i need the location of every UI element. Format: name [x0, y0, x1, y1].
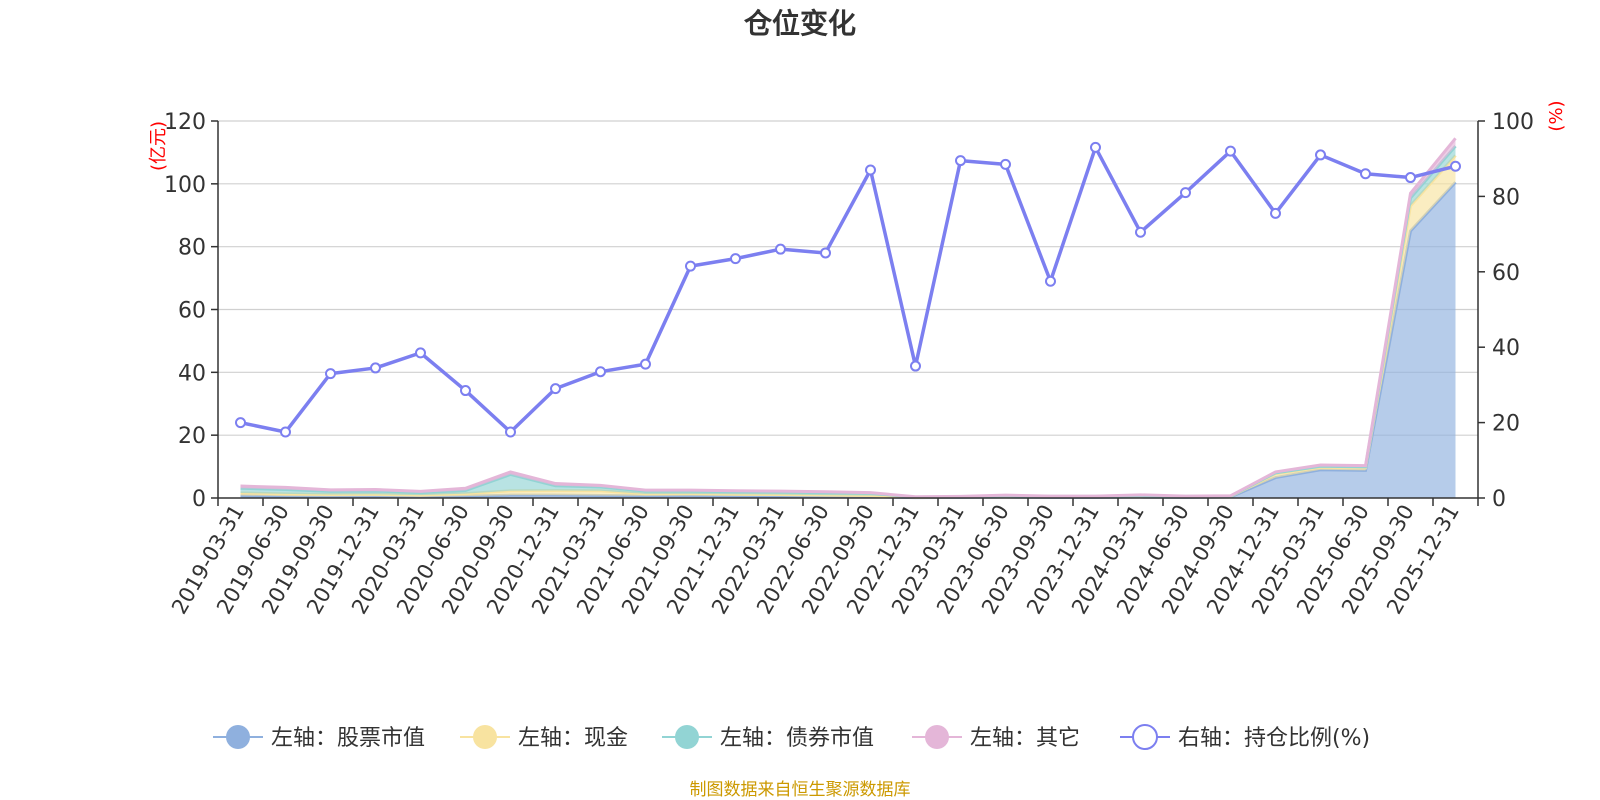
holding-ratio-point[interactable]: [1000, 158, 1011, 170]
area-series-4: [240, 138, 1456, 498]
right-axis-tick-label: 20: [1492, 412, 1520, 437]
data-source-note: 制图数据来自恒生聚源数据库: [690, 780, 911, 800]
holding-ratio-point[interactable]: [370, 362, 381, 374]
holding-ratio-point[interactable]: [1135, 226, 1146, 238]
left-axis-tick-label: 60: [178, 299, 206, 324]
holding-ratio-point[interactable]: [460, 385, 471, 397]
left-axis-tick-label: 100: [164, 173, 206, 198]
area-series-edge-1: [240, 181, 1457, 500]
holding-ratio-point[interactable]: [1405, 172, 1416, 184]
area-series: [240, 137, 1457, 500]
area-series-edge-4: [240, 137, 1457, 499]
right-axis-tick-label: 80: [1492, 185, 1520, 210]
holding-ratio-point[interactable]: [955, 155, 966, 167]
legend[interactable]: 左轴：股票市值 左轴：现金 左轴：债券市值 左轴：其它 右轴：持仓比例(%): [213, 724, 1370, 751]
holding-ratio-point[interactable]: [550, 383, 561, 395]
area-series-2: [240, 155, 1456, 498]
left-axis-tick-label: 40: [178, 361, 206, 386]
area-series-edge-2: [240, 154, 1457, 499]
right-axis-unit: (%): [1546, 100, 1567, 131]
holding-ratio-point[interactable]: [820, 247, 831, 259]
holding-ratio-point[interactable]: [280, 426, 291, 438]
legend-marker-icon: [675, 725, 699, 749]
holding-ratio-point[interactable]: [595, 366, 606, 378]
line-series: [235, 141, 1461, 438]
holding-ratio-point[interactable]: [1180, 187, 1191, 199]
holding-ratio-point[interactable]: [1360, 168, 1371, 180]
holding-ratio-point[interactable]: [1045, 275, 1056, 287]
holding-ratio-point[interactable]: [1225, 145, 1236, 157]
legend-item[interactable]: 左轴：其它: [912, 725, 1080, 751]
holding-ratio-point[interactable]: [1450, 160, 1461, 172]
left-axis-tick-label: 120: [164, 110, 206, 135]
legend-marker-icon: [226, 725, 250, 749]
area-series-3: [240, 146, 1456, 498]
right-axis-tick-label: 60: [1492, 261, 1520, 286]
legend-label: 左轴：债券市值: [720, 726, 874, 751]
legend-label: 左轴：现金: [518, 726, 628, 751]
holding-ratio-point[interactable]: [685, 260, 696, 272]
holding-ratio-point[interactable]: [1090, 141, 1101, 153]
holding-ratio-point[interactable]: [910, 360, 921, 372]
holding-ratio-point[interactable]: [775, 243, 786, 255]
left-axis-tick-label: 80: [178, 236, 206, 261]
left-axis-unit: (亿元): [148, 121, 169, 171]
holding-ratio-point[interactable]: [505, 426, 516, 438]
right-axis-tick-label: 0: [1492, 487, 1506, 512]
left-axis-tick-label: 20: [178, 424, 206, 449]
holding-ratio-point[interactable]: [1270, 207, 1281, 219]
area-series-1: [240, 182, 1456, 498]
holding-ratio-point[interactable]: [1315, 149, 1326, 161]
holding-ratio-point[interactable]: [865, 164, 876, 176]
legend-item[interactable]: 左轴：现金: [460, 725, 628, 751]
legend-label: 右轴：持仓比例(%): [1178, 726, 1370, 751]
chart-title: 仓位变化: [744, 7, 856, 40]
legend-marker-icon: [473, 725, 497, 749]
right-axis-tick-label: 40: [1492, 336, 1520, 361]
legend-item[interactable]: 左轴：债券市值: [662, 725, 874, 751]
holding-ratio-point[interactable]: [325, 368, 336, 380]
legend-label: 左轴：股票市值: [271, 726, 425, 751]
holding-ratio-point[interactable]: [730, 253, 741, 265]
holding-ratio-point[interactable]: [415, 347, 426, 359]
holding-ratio-point[interactable]: [640, 358, 651, 370]
legend-item[interactable]: 右轴：持仓比例(%): [1120, 724, 1370, 751]
legend-item[interactable]: 左轴：股票市值: [213, 725, 425, 751]
left-axis-tick-label: 0: [192, 487, 206, 512]
right-axis-tick-label: 100: [1492, 110, 1534, 135]
holding-ratio-line: [240, 145, 1456, 434]
holding-ratio-point[interactable]: [235, 417, 246, 429]
legend-marker-icon: [1132, 724, 1158, 750]
legend-marker-icon: [925, 725, 949, 749]
legend-label: 左轴：其它: [970, 726, 1080, 751]
area-series-edge-3: [240, 145, 1457, 499]
axes: 0204060801001200204060801002019-03-31201…: [164, 110, 1534, 618]
grid: [218, 120, 1478, 436]
